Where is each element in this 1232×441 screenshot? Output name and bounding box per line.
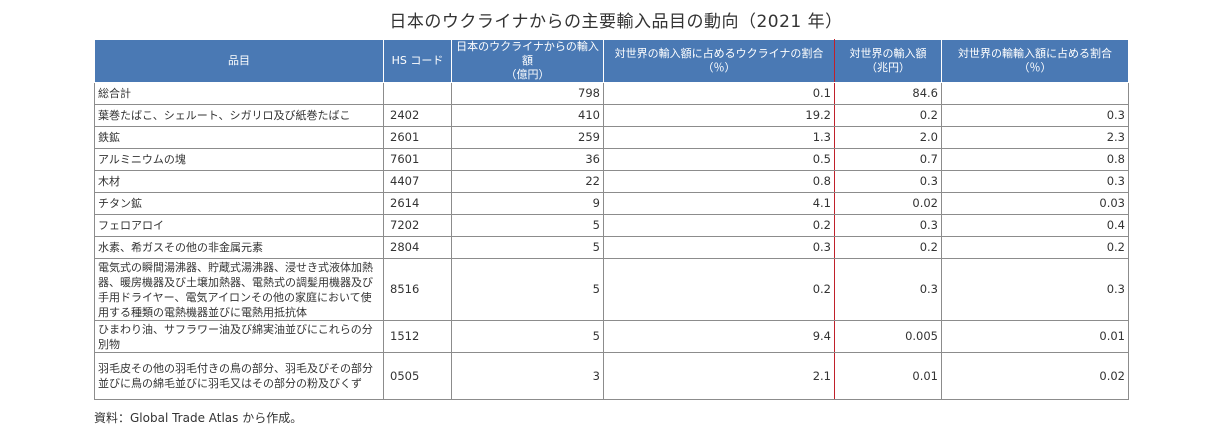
cell-item: 木材 (94, 170, 384, 193)
table-row: アルミニウムの塊 7601 36 0.5 0.7 0.8 (94, 148, 1129, 171)
cell-world: 2.0 (834, 126, 942, 149)
header-share-of-world: 対世界の輸入額に占めるウクライナの割合 （％） (603, 39, 835, 83)
cell-import: 36 (451, 148, 604, 171)
cell-total-share: 0.01 (941, 320, 1129, 353)
cell-world: 0.2 (834, 104, 942, 127)
cell-share: 9.4 (603, 320, 835, 353)
cell-total-share: 0.2 (941, 236, 1129, 259)
cell-world: 0.005 (834, 320, 942, 353)
cell-import: 410 (451, 104, 604, 127)
table-row: ひまわり油、サフラワー油及び綿実油並びにこれらの分別物 1512 5 9.4 0… (94, 320, 1129, 353)
cell-hs: 2804 (383, 236, 452, 259)
cell-import: 5 (451, 214, 604, 237)
cell-share: 2.1 (603, 352, 835, 400)
table-row: 総合計 798 0.1 84.6 (94, 82, 1129, 105)
cell-item: 総合計 (94, 82, 384, 105)
cell-item: 鉄鉱 (94, 126, 384, 149)
cell-share: 19.2 (603, 104, 835, 127)
cell-import: 5 (451, 320, 604, 353)
cell-world: 0.3 (834, 258, 942, 321)
cell-item: フェロアロイ (94, 214, 384, 237)
cell-hs: 2614 (383, 192, 452, 215)
cell-hs: 7601 (383, 148, 452, 171)
cell-import: 5 (451, 236, 604, 259)
cell-world: 0.7 (834, 148, 942, 171)
header-item: 品目 (94, 39, 384, 83)
table-row: チタン鉱 2614 9 4.1 0.02 0.03 (94, 192, 1129, 215)
cell-total-share: 0.3 (941, 170, 1129, 193)
cell-item: チタン鉱 (94, 192, 384, 215)
cell-hs: 2402 (383, 104, 452, 127)
source-note: 資料：Global Trade Atlas から作成。 (94, 411, 303, 425)
table-row: 水素、希ガスその他の非金属元素 2804 5 0.3 0.2 0.2 (94, 236, 1129, 259)
cell-share: 0.8 (603, 170, 835, 193)
cell-import: 22 (451, 170, 604, 193)
cell-hs (383, 82, 452, 105)
cell-hs: 7202 (383, 214, 452, 237)
table-row: 羽毛皮その他の羽毛付きの鳥の部分、羽毛及びその部分並びに鳥の綿毛並びに羽毛又はそ… (94, 352, 1129, 400)
cell-world: 0.3 (834, 170, 942, 193)
cell-import: 5 (451, 258, 604, 321)
header-hs-code: HS コード (383, 39, 452, 83)
cell-item: アルミニウムの塊 (94, 148, 384, 171)
header-share-of-total: 対世界の輸輸入額に占める割合 （％） (941, 39, 1129, 83)
cell-import: 259 (451, 126, 604, 149)
cell-item: 葉巻たばこ、シェルート、シガリロ及び紙巻たばこ (94, 104, 384, 127)
cell-world: 0.02 (834, 192, 942, 215)
cell-import: 3 (451, 352, 604, 400)
cell-total-share: 0.8 (941, 148, 1129, 171)
cell-total-share: 0.3 (941, 258, 1129, 321)
cell-import: 798 (451, 82, 604, 105)
cell-hs: 2601 (383, 126, 452, 149)
import-table: 品目 HS コード 日本のウクライナからの輸入額 （億円） 対世界の輸入額に占め… (94, 39, 1129, 400)
cell-total-share: 0.02 (941, 352, 1129, 400)
cell-hs: 0505 (383, 352, 452, 400)
cell-total-share: 0.4 (941, 214, 1129, 237)
cell-share: 4.1 (603, 192, 835, 215)
table-row: フェロアロイ 7202 5 0.2 0.3 0.4 (94, 214, 1129, 237)
cell-share: 0.3 (603, 236, 835, 259)
table-row: 鉄鉱 2601 259 1.3 2.0 2.3 (94, 126, 1129, 149)
cell-world: 0.01 (834, 352, 942, 400)
cell-hs: 1512 (383, 320, 452, 353)
header-world-import: 対世界の輸入額 （兆円） (834, 39, 942, 83)
header-import-value: 日本のウクライナからの輸入額 （億円） (451, 39, 604, 83)
cell-total-share: 0.3 (941, 104, 1129, 127)
cell-item: 水素、希ガスその他の非金属元素 (94, 236, 384, 259)
cell-world: 0.3 (834, 214, 942, 237)
cell-item: 羽毛皮その他の羽毛付きの鳥の部分、羽毛及びその部分並びに鳥の綿毛並びに羽毛又はそ… (94, 352, 384, 400)
cell-share: 1.3 (603, 126, 835, 149)
cell-item: ひまわり油、サフラワー油及び綿実油並びにこれらの分別物 (94, 320, 384, 353)
cell-total-share: 2.3 (941, 126, 1129, 149)
cell-total-share: 0.03 (941, 192, 1129, 215)
cell-item: 電気式の瞬間湯沸器、貯蔵式湯沸器、浸せき式液体加熱器、暖房機器及び土壌加熱器、電… (94, 258, 384, 321)
cell-share: 0.2 (603, 258, 835, 321)
cell-world: 84.6 (834, 82, 942, 105)
cell-total-share (941, 82, 1129, 105)
cell-world: 0.2 (834, 236, 942, 259)
cell-hs: 4407 (383, 170, 452, 193)
table-header-row: 品目 HS コード 日本のウクライナからの輸入額 （億円） 対世界の輸入額に占め… (94, 39, 1129, 83)
cell-share: 0.1 (603, 82, 835, 105)
table-row: 葉巻たばこ、シェルート、シガリロ及び紙巻たばこ 2402 410 19.2 0.… (94, 104, 1129, 127)
cell-hs: 8516 (383, 258, 452, 321)
cell-import: 9 (451, 192, 604, 215)
table-row: 電気式の瞬間湯沸器、貯蔵式湯沸器、浸せき式液体加熱器、暖房機器及び土壌加熱器、電… (94, 258, 1129, 321)
table-row: 木材 4407 22 0.8 0.3 0.3 (94, 170, 1129, 193)
cell-share: 0.5 (603, 148, 835, 171)
cell-share: 0.2 (603, 214, 835, 237)
table-title: 日本のウクライナからの主要輸入品目の動向（2021 年） (389, 12, 843, 32)
